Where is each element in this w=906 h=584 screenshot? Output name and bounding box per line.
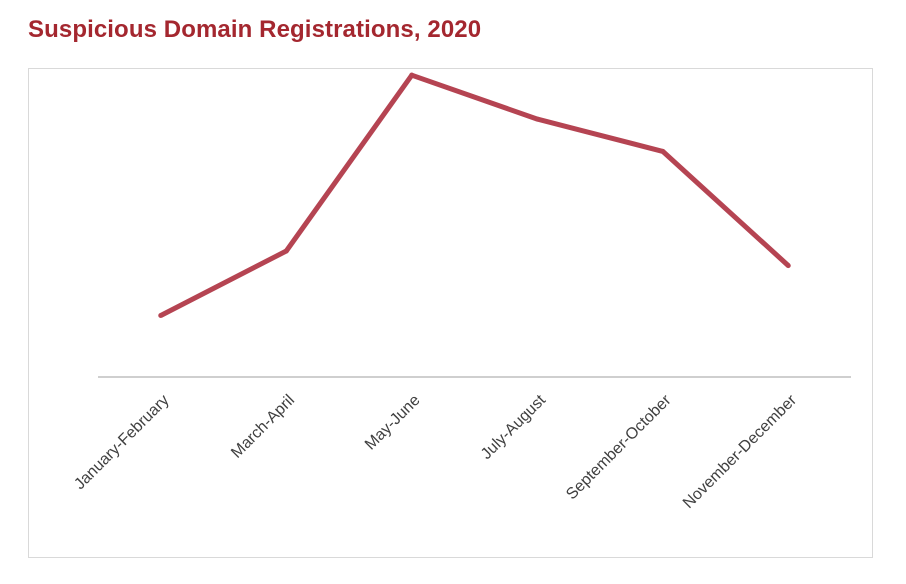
x-tick-label: March-April xyxy=(228,392,298,462)
x-tick-label: September-October xyxy=(563,391,675,503)
series-line xyxy=(159,72,790,318)
x-tick-label: January-February xyxy=(71,392,172,493)
series-point xyxy=(660,148,666,154)
x-tick-label: May-June xyxy=(362,392,424,454)
series-point xyxy=(534,116,540,122)
series-point xyxy=(283,248,289,254)
series-point xyxy=(785,263,791,269)
x-tick-label: July-August xyxy=(478,391,550,463)
x-tick-labels: January-February March-April May-June July-… xyxy=(71,391,800,512)
series-point xyxy=(409,72,415,78)
chart-title: Suspicious Domain Registrations, 2020 xyxy=(28,16,482,43)
series-point xyxy=(158,312,164,318)
x-tick-label: November-December xyxy=(680,391,801,512)
